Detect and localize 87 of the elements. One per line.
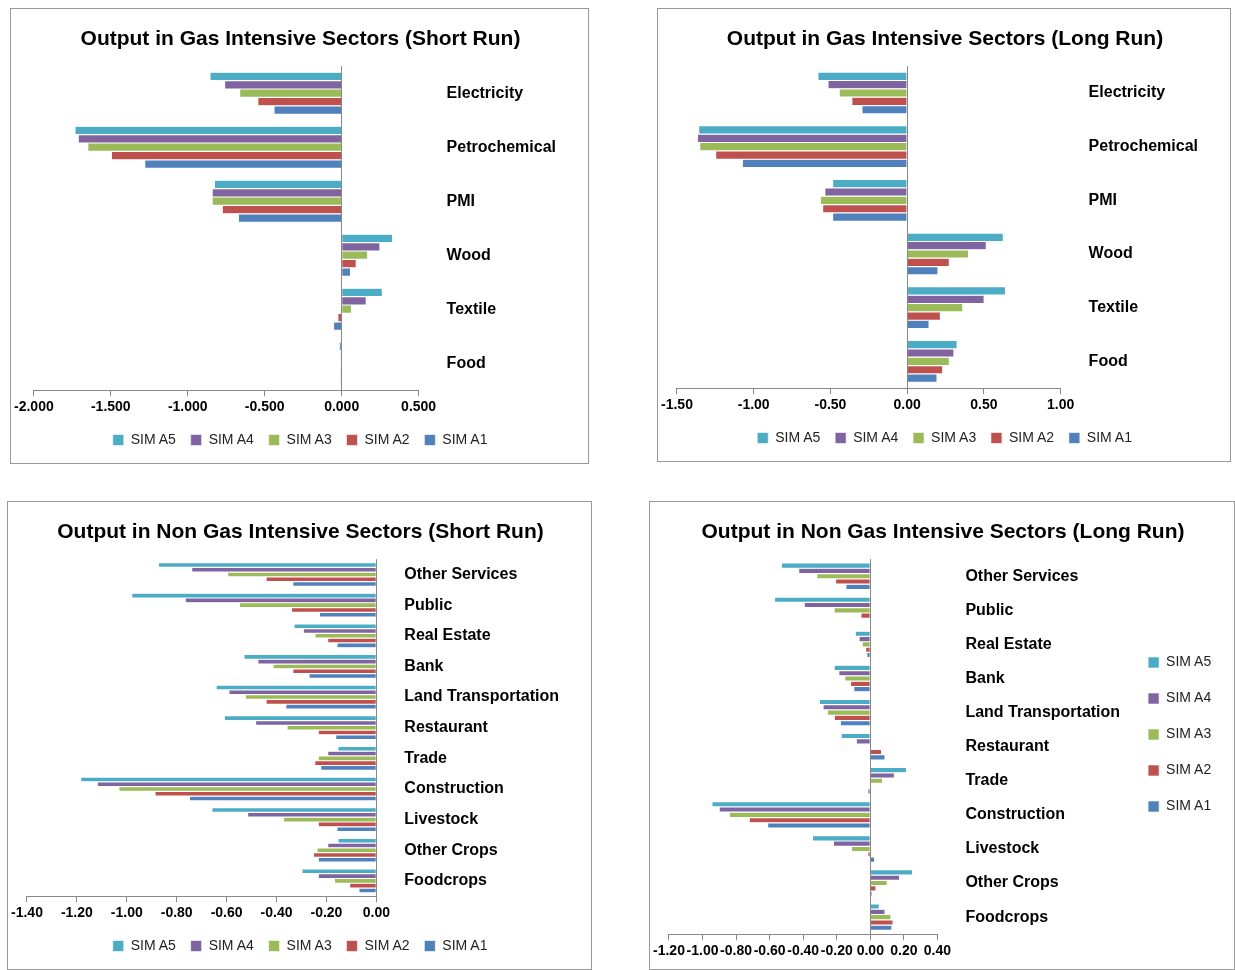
y-tick-label: Petrochemical	[1088, 137, 1199, 155]
y-tick-label: Food	[446, 353, 486, 371]
x-tick-label: 0.20	[890, 942, 918, 959]
x-tick-label: -1.00	[686, 942, 719, 959]
y-tick-label: PMI	[446, 191, 476, 209]
x-tick-label: 0.40	[923, 942, 952, 959]
legend-label: SIM A1	[442, 936, 488, 953]
x-tick-label: -1.20	[60, 904, 94, 921]
legend-label: SIM A5	[1166, 653, 1212, 670]
y-tick-label: Construction	[404, 779, 504, 797]
x-tick-label: -1.40	[10, 904, 44, 921]
y-tick-label: Livestock	[965, 839, 1040, 857]
y-tick-label: Bank	[404, 656, 444, 674]
y-tick-label: PMI	[1088, 190, 1118, 208]
legend-label: SIM A1	[1166, 797, 1212, 814]
x-tick-label: 0.500	[401, 398, 437, 415]
x-tick-label: -1.500	[90, 398, 131, 415]
x-tick-label: -1.50	[660, 396, 694, 413]
y-tick-label: Land Transportation	[965, 703, 1121, 721]
legend-label: SIM A4	[208, 936, 254, 953]
x-tick-label: -1.20	[652, 942, 686, 959]
y-tick-label: Land Transportation	[404, 687, 559, 705]
x-tick-label: -2.000	[14, 398, 54, 415]
x-tick-label: 0.000	[324, 398, 360, 415]
y-tick-label: Trade	[404, 748, 448, 766]
y-tick-label: Public	[965, 600, 1014, 618]
y-tick-label: Bank	[965, 668, 1005, 686]
legend-label: SIM A4	[1166, 689, 1212, 706]
legend-label: SIM A3	[1166, 725, 1212, 742]
y-tick-label: Textile	[446, 299, 497, 317]
y-tick-label: Wood	[446, 245, 491, 263]
legend-label: SIM A5	[130, 936, 177, 953]
chart-title: Output in Gas Intensive Sectors (Long Run)	[726, 26, 1164, 50]
legend-label: SIM A5	[775, 428, 821, 445]
y-tick-label: Livestock	[404, 810, 479, 828]
y-tick-label: Wood	[1088, 244, 1133, 262]
y-tick-label: Trade	[965, 771, 1009, 789]
y-tick-label: Food	[1088, 351, 1128, 369]
y-tick-label: Public	[404, 595, 453, 613]
x-tick-label: 0.00	[362, 904, 391, 921]
legend-label: SIM A3	[286, 936, 332, 953]
legend-label: SIM A3	[931, 428, 977, 445]
chart-title: Output in Gas Intensive Sectors (Short Run)	[80, 26, 521, 50]
x-tick-label: -0.20	[310, 904, 343, 921]
x-tick-label: -1.00	[110, 904, 143, 921]
x-tick-label: -0.20	[820, 942, 853, 959]
chart-title: Output in Non Gas Intensive Sectors (Long Run)	[701, 519, 1185, 543]
x-tick-label: -0.80	[160, 904, 193, 921]
x-tick-label: -0.40	[787, 942, 820, 959]
y-tick-label: Construction	[965, 805, 1065, 823]
y-tick-label: Restaurant	[404, 718, 489, 736]
y-tick-label: Real Estate	[404, 626, 491, 644]
y-tick-label: Real Estate	[965, 634, 1052, 652]
y-tick-label: Electricity	[1088, 83, 1166, 101]
x-tick-label: -0.50	[814, 396, 847, 413]
y-tick-label: Foodcrops	[404, 871, 488, 889]
y-tick-label: Restaurant	[965, 737, 1050, 755]
legend-label: SIM A1	[442, 430, 488, 447]
y-tick-label: Electricity	[446, 83, 524, 101]
x-tick-label: -1.000	[167, 398, 208, 415]
y-tick-label: Other Crops	[965, 873, 1059, 891]
legend-label: SIM A2	[364, 430, 410, 447]
x-tick-label: -0.80	[720, 942, 753, 959]
y-tick-label: Other Services	[404, 564, 518, 582]
x-tick-label: -0.40	[260, 904, 293, 921]
y-tick-label: Other Crops	[404, 840, 498, 858]
y-tick-label: Foodcrops	[965, 907, 1049, 925]
legend-label: SIM A2	[1008, 428, 1055, 445]
legend-label: SIM A4	[208, 430, 254, 447]
y-tick-label: Other Services	[965, 566, 1079, 584]
x-tick-label: 1.00	[1046, 396, 1075, 413]
x-tick-label: 0.00	[856, 942, 885, 959]
x-tick-label: -1.00	[737, 396, 770, 413]
x-tick-label: -0.60	[210, 904, 243, 921]
legend-label: SIM A3	[286, 430, 332, 447]
x-tick-label: 0.50	[970, 396, 998, 413]
legend-label: SIM A5	[130, 430, 177, 447]
legend-label: SIM A1	[1086, 428, 1133, 445]
y-tick-label: Textile	[1088, 298, 1139, 316]
chart-title: Output in Non Gas Intensive Sectors (Short Run)	[57, 519, 544, 543]
legend-label: SIM A2	[364, 936, 410, 953]
x-tick-label: -0.60	[753, 942, 786, 959]
legend-label: SIM A4	[853, 428, 899, 445]
legend-label: SIM A2	[1166, 761, 1212, 778]
x-tick-label: -0.500	[244, 398, 285, 415]
x-tick-label: 0.00	[893, 396, 921, 413]
y-tick-label: Petrochemical	[446, 137, 557, 155]
